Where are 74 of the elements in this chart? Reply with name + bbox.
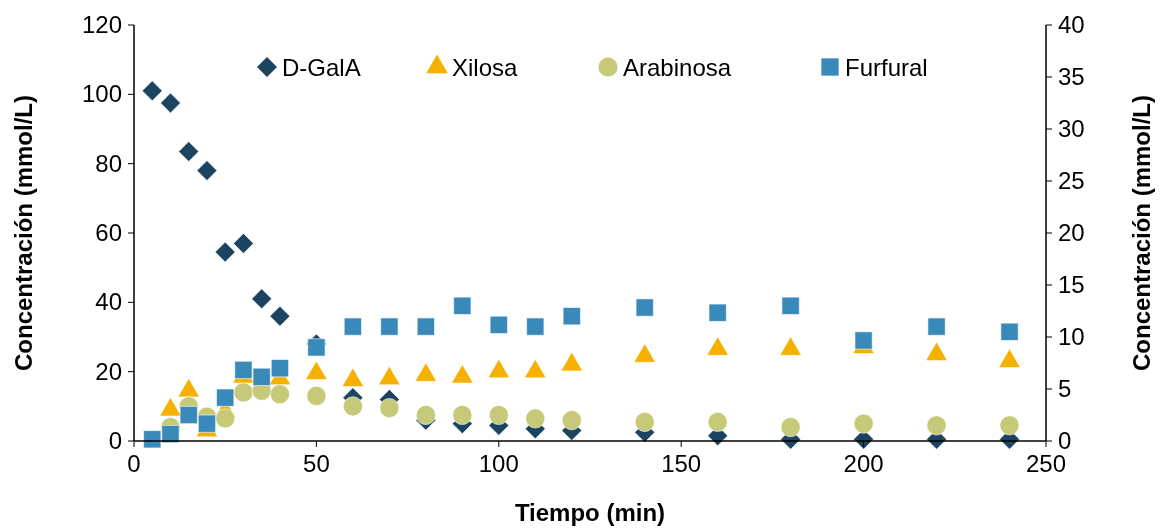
point bbox=[854, 331, 873, 350]
point bbox=[707, 412, 728, 432]
point bbox=[999, 415, 1020, 436]
point bbox=[343, 317, 362, 336]
y2-tick-label: 40 bbox=[1058, 11, 1085, 38]
legend-label: Xilosa bbox=[452, 54, 519, 81]
x-tick-label: 50 bbox=[303, 450, 330, 477]
point bbox=[415, 405, 436, 425]
y2-tick-label: 20 bbox=[1058, 219, 1085, 246]
point bbox=[270, 359, 289, 378]
point bbox=[1000, 322, 1019, 341]
point bbox=[379, 398, 400, 418]
point bbox=[307, 338, 326, 357]
x-axis-title: Tiempo (min) bbox=[514, 499, 666, 526]
x-tick-label: 150 bbox=[661, 450, 702, 477]
y2-tick-label: 25 bbox=[1058, 167, 1085, 194]
y-tick-label: 0 bbox=[108, 427, 122, 454]
point bbox=[562, 307, 581, 326]
point bbox=[161, 425, 180, 444]
point bbox=[306, 386, 327, 406]
point bbox=[179, 406, 198, 424]
point bbox=[214, 241, 236, 263]
point bbox=[233, 382, 254, 403]
y-axis-title: Concentración (mmol/L) bbox=[10, 94, 37, 372]
legend-label: Arabinosa bbox=[623, 54, 732, 81]
point bbox=[216, 388, 235, 407]
y2-tick-label: 35 bbox=[1058, 63, 1085, 90]
y2-tick-label: 30 bbox=[1058, 115, 1085, 142]
legend-label: Furfural bbox=[845, 54, 928, 81]
point bbox=[452, 405, 473, 425]
y2-tick-label: 5 bbox=[1058, 375, 1072, 402]
y-tick-label: 120 bbox=[81, 11, 122, 38]
point bbox=[926, 415, 947, 436]
point bbox=[927, 317, 946, 336]
point bbox=[781, 296, 800, 315]
point bbox=[215, 408, 236, 429]
point bbox=[525, 408, 546, 429]
point bbox=[561, 410, 582, 431]
x-tick-label: 100 bbox=[478, 450, 519, 477]
point bbox=[269, 305, 291, 327]
point bbox=[489, 315, 508, 334]
point bbox=[178, 141, 200, 162]
y2-axis-title: Concentración (mmol/L) bbox=[1128, 94, 1155, 372]
point bbox=[251, 288, 272, 310]
point bbox=[635, 298, 654, 317]
point bbox=[143, 430, 162, 449]
point bbox=[453, 296, 472, 315]
point bbox=[708, 303, 727, 322]
point bbox=[198, 414, 216, 433]
y-tick-label: 60 bbox=[95, 219, 122, 246]
point bbox=[270, 384, 290, 405]
y2-tick-label: 15 bbox=[1058, 271, 1085, 298]
point bbox=[196, 160, 218, 181]
point bbox=[233, 233, 254, 254]
point bbox=[853, 413, 874, 434]
y-tick-label: 80 bbox=[95, 149, 122, 177]
y-tick-label: 40 bbox=[95, 288, 122, 316]
point bbox=[780, 417, 801, 438]
x-tick-label: 0 bbox=[127, 450, 141, 477]
point bbox=[160, 92, 181, 114]
y-tick-label: 20 bbox=[95, 357, 122, 385]
point bbox=[488, 405, 509, 425]
y-tick-label: 100 bbox=[81, 80, 122, 108]
point bbox=[141, 80, 163, 102]
point bbox=[252, 367, 271, 386]
point bbox=[234, 360, 253, 379]
point bbox=[634, 412, 655, 432]
x-tick-label: 200 bbox=[843, 450, 884, 477]
point bbox=[342, 396, 363, 417]
y2-tick-label: 10 bbox=[1058, 323, 1085, 350]
point bbox=[416, 317, 435, 336]
point bbox=[526, 317, 545, 336]
legend-label: D-GalA bbox=[282, 54, 361, 81]
point bbox=[380, 317, 399, 336]
